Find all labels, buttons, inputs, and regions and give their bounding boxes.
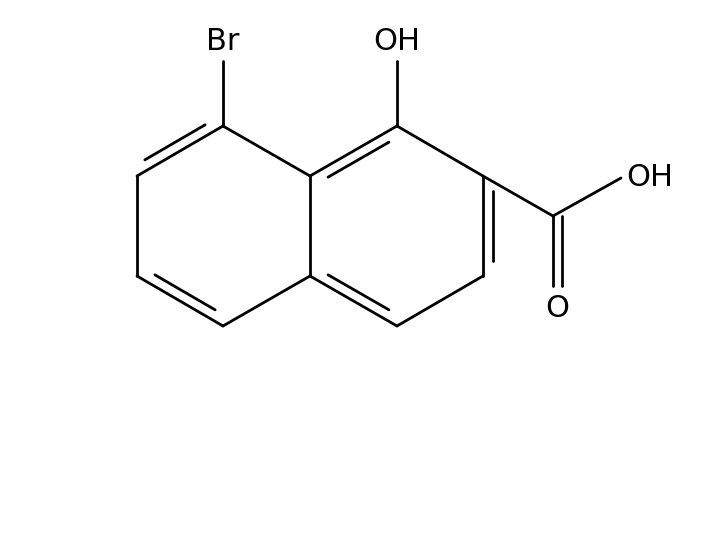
Text: OH: OH [626, 163, 673, 193]
Text: OH: OH [373, 27, 421, 56]
Text: O: O [545, 294, 570, 323]
Text: Br: Br [206, 27, 240, 56]
